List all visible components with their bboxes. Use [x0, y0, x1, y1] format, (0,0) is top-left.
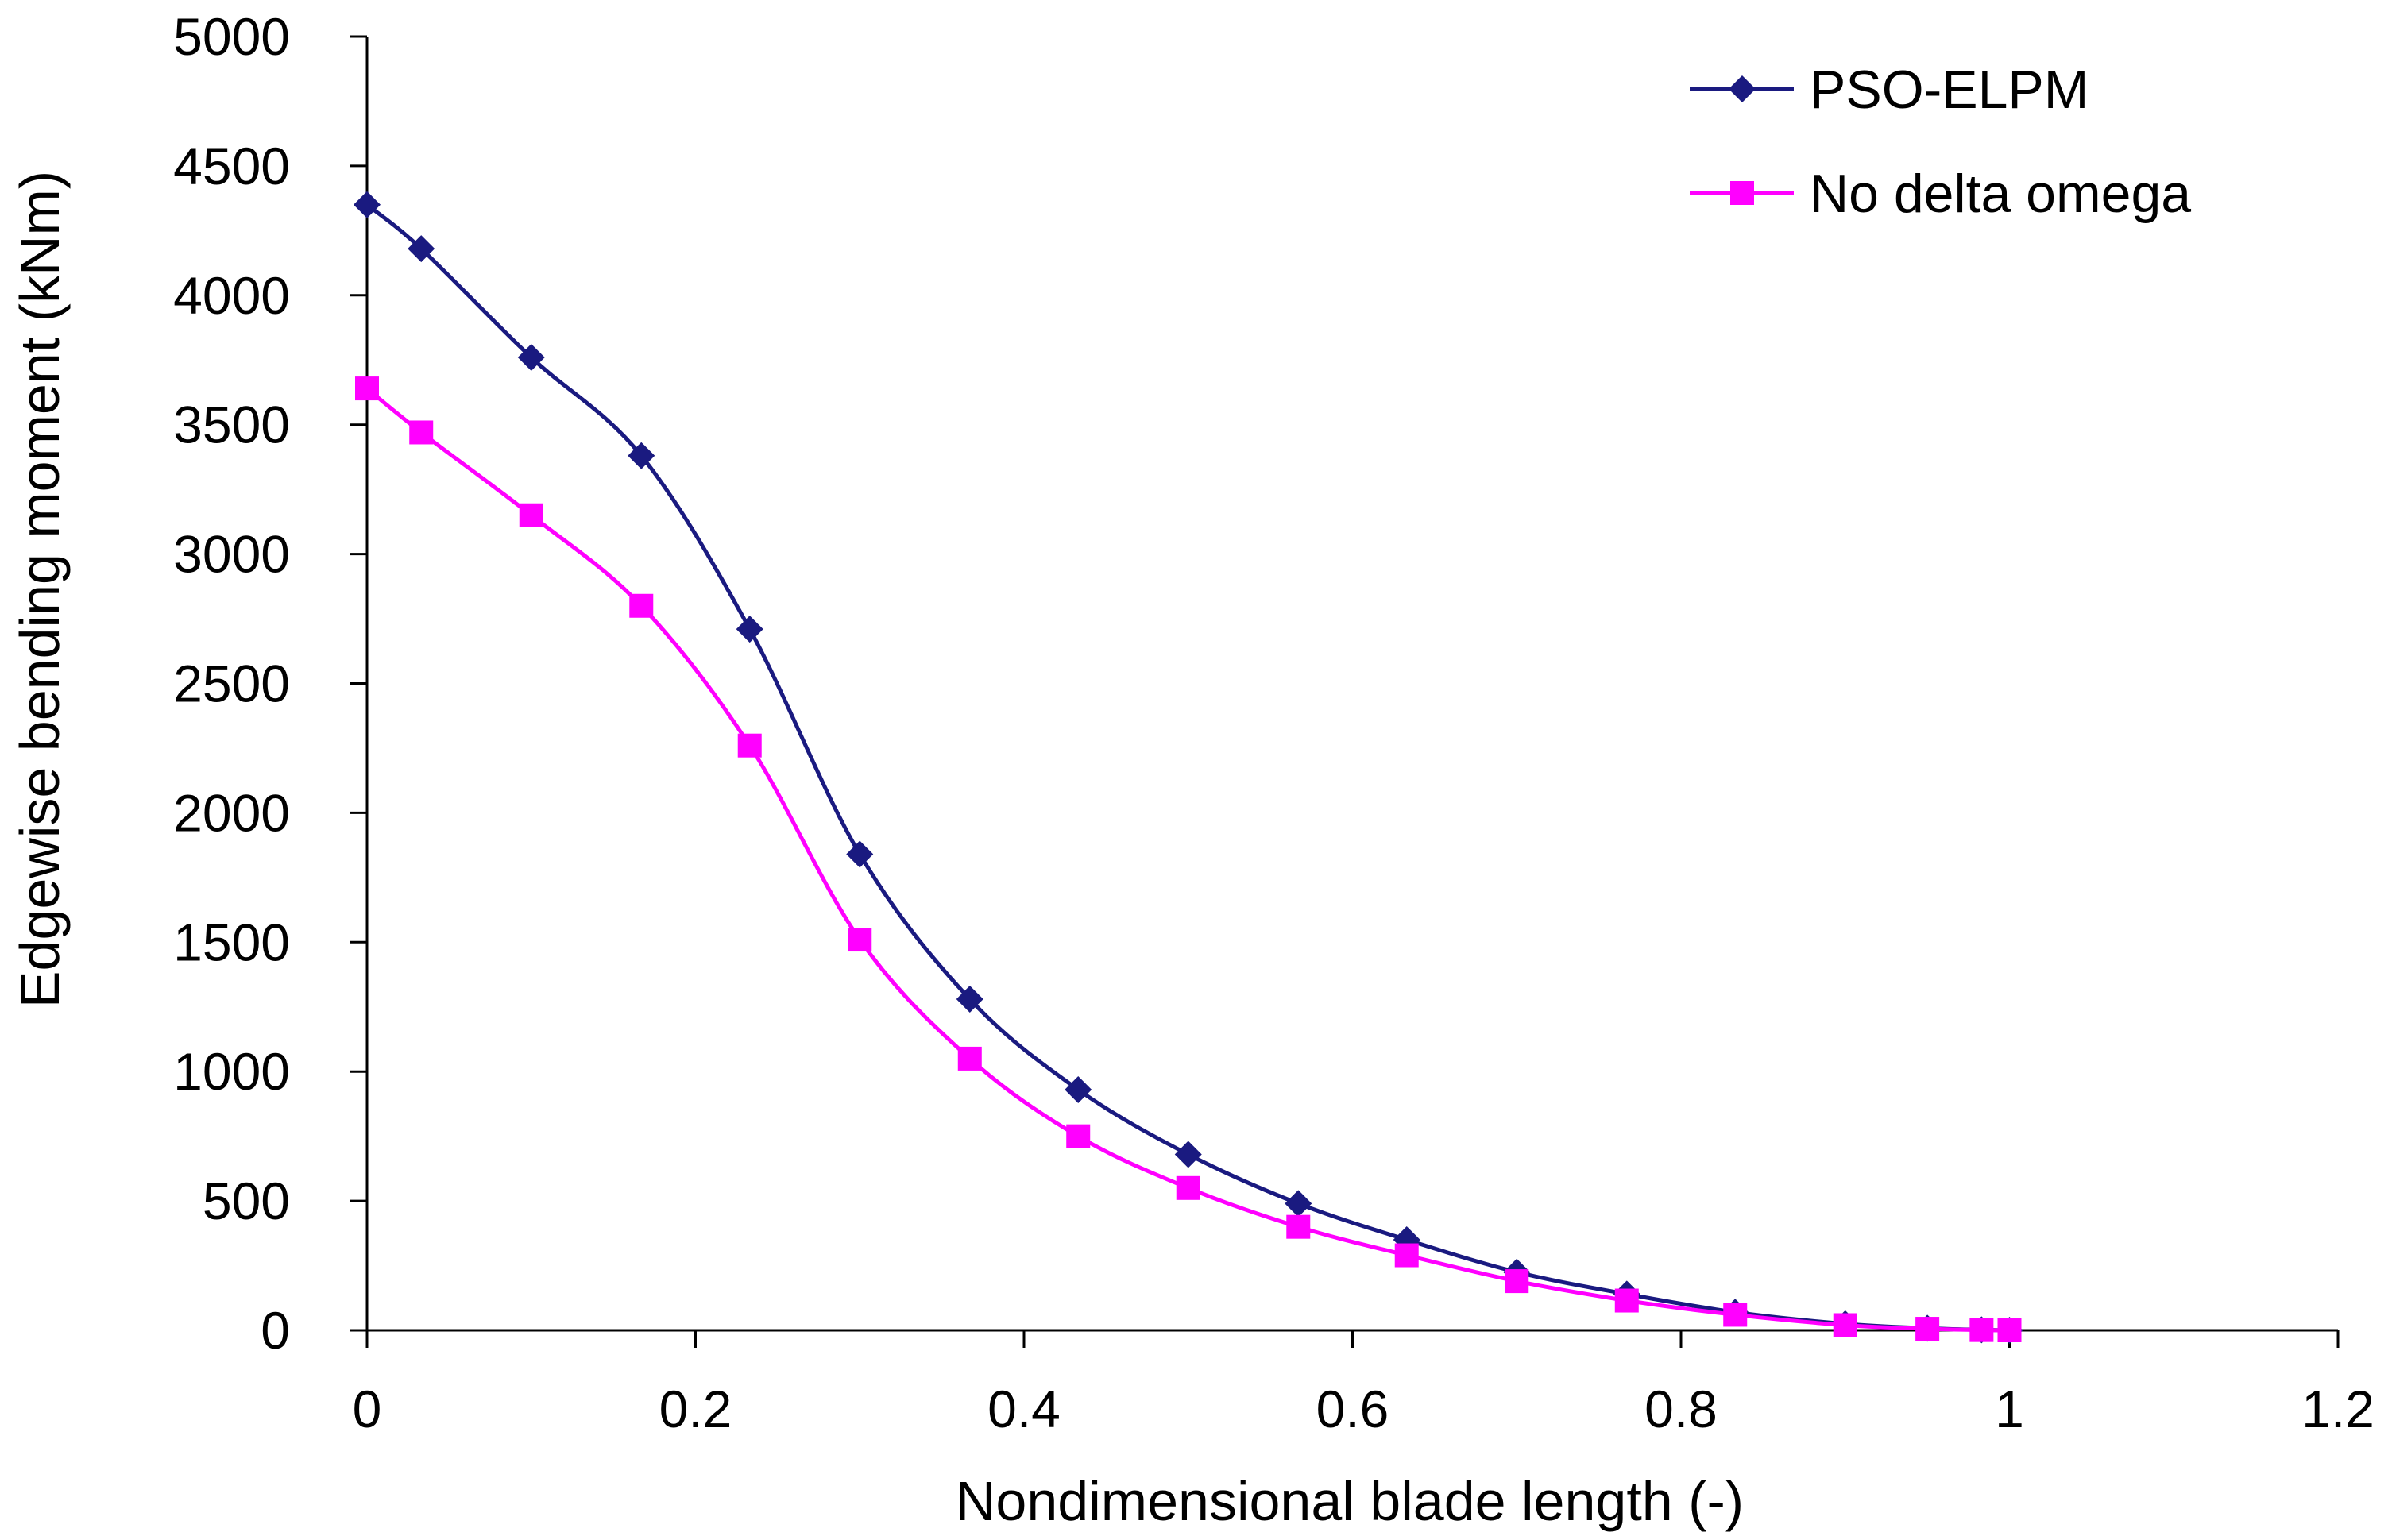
data-point-pso-elpm [736, 616, 763, 643]
y-tick-label: 0 [261, 1301, 290, 1360]
series-no-delta-omega [355, 376, 2022, 1342]
legend-marker-no-delta-omega [1730, 181, 1754, 205]
data-point-no-delta-omega [1997, 1318, 2022, 1342]
data-point-no-delta-omega [1723, 1303, 1748, 1327]
data-point-no-delta-omega [737, 733, 762, 758]
legend-label-no-delta-omega: No delta omega [1810, 164, 2191, 224]
x-tick-label: 0.2 [659, 1380, 732, 1438]
legend-item-pso-elpm: PSO-ELPM [1690, 60, 2089, 120]
series-line-no-delta-omega [365, 387, 2010, 1333]
data-point-pso-elpm [1065, 1076, 1092, 1104]
legend-marker-pso-elpm [1729, 75, 1756, 102]
y-tick-label: 4000 [173, 266, 290, 325]
y-axis-title: Edgewise bending moment (kNm) [9, 171, 71, 1008]
legend-label-pso-elpm: PSO-ELPM [1810, 60, 2089, 120]
legend: PSO-ELPM No delta omega [1690, 60, 2191, 224]
data-point-no-delta-omega [1394, 1243, 1419, 1268]
plot-area [354, 191, 2023, 1344]
data-point-no-delta-omega [1915, 1317, 1940, 1341]
data-point-no-delta-omega [1614, 1288, 1639, 1313]
data-point-pso-elpm [1174, 1141, 1202, 1168]
data-point-no-delta-omega [1505, 1269, 1529, 1294]
x-tick-label: 0 [353, 1380, 382, 1438]
data-point-no-delta-omega [848, 928, 872, 952]
axes: 0 0.2 0.4 0.6 0.8 1 1.2 0 500 1000 1500 2000 2500 30… [173, 7, 2375, 1438]
legend-item-no-delta-omega: No delta omega [1690, 164, 2191, 224]
data-point-no-delta-omega [1176, 1175, 1200, 1200]
x-tick-label: 0.4 [987, 1380, 1061, 1438]
y-tick-label: 2000 [173, 783, 290, 842]
y-tick-label: 500 [203, 1171, 290, 1230]
data-point-no-delta-omega [1066, 1124, 1091, 1148]
data-point-no-delta-omega [519, 503, 543, 527]
x-tick-label: 0.8 [1644, 1380, 1718, 1438]
y-tick-label: 3000 [173, 525, 290, 584]
y-tick-label: 3500 [173, 396, 290, 454]
data-point-no-delta-omega [629, 593, 654, 618]
y-tick-label: 2500 [173, 654, 290, 713]
data-point-pso-elpm [956, 985, 983, 1013]
y-tick-label: 1500 [173, 913, 290, 971]
data-point-pso-elpm [846, 840, 874, 868]
y-axis-ticks: 0 500 1000 1500 2000 2500 3000 3500 4000 4500 5000 [173, 7, 367, 1360]
x-tick-label: 0.6 [1316, 1380, 1389, 1438]
x-axis-title: Nondimensional blade length (-) [956, 1470, 1744, 1532]
x-tick-label: 1 [1995, 1380, 2024, 1438]
y-tick-label: 5000 [173, 7, 290, 66]
y-tick-label: 4500 [173, 137, 290, 195]
data-point-no-delta-omega [1969, 1318, 1994, 1342]
data-point-no-delta-omega [1286, 1214, 1311, 1239]
data-point-no-delta-omega [409, 420, 434, 445]
data-point-pso-elpm [408, 235, 435, 263]
data-point-no-delta-omega [957, 1046, 982, 1071]
y-tick-label: 1000 [173, 1042, 290, 1101]
data-point-no-delta-omega [355, 376, 379, 401]
data-point-pso-elpm [1285, 1190, 1312, 1218]
data-point-no-delta-omega [1833, 1313, 1857, 1337]
x-tick-label: 1.2 [2301, 1380, 2375, 1438]
x-axis-ticks: 0 0.2 0.4 0.6 0.8 1 1.2 [353, 1330, 2375, 1438]
data-point-pso-elpm [354, 191, 381, 218]
data-point-pso-elpm [517, 343, 545, 371]
data-point-pso-elpm [628, 442, 655, 469]
